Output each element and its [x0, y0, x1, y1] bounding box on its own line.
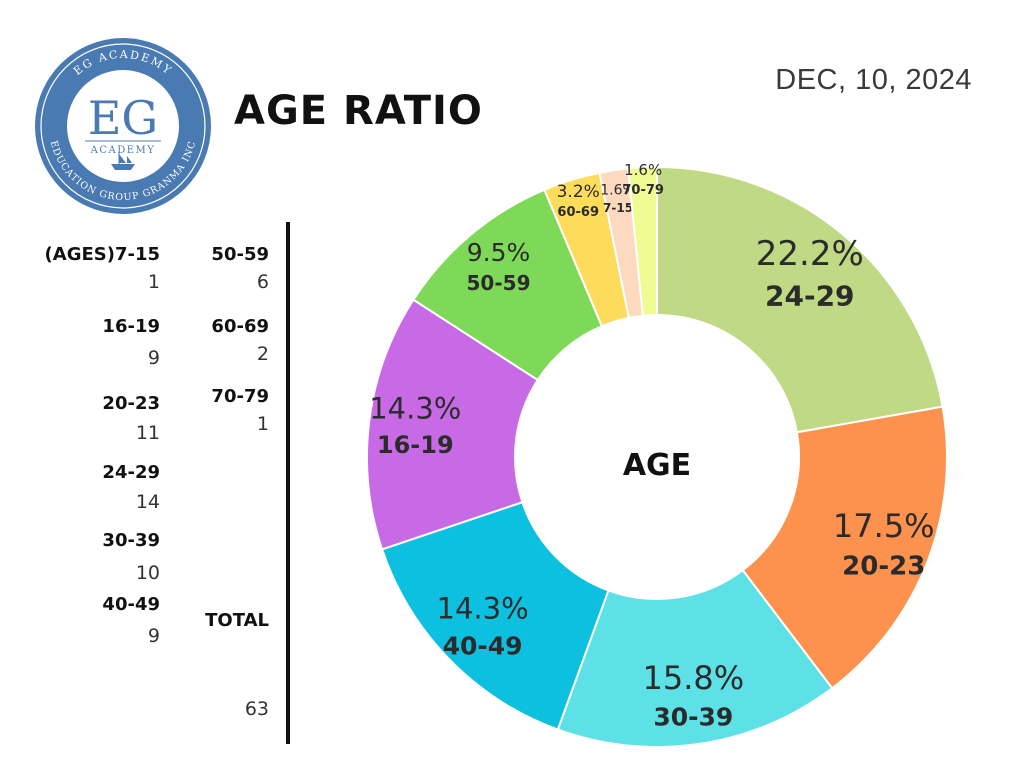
total-label: TOTAL	[205, 610, 269, 631]
count-label: 60-69	[211, 316, 269, 337]
slice-percent-label: 1.6%	[624, 161, 662, 179]
count-label: 16-19	[102, 316, 160, 337]
slice-age-label: 50-59	[467, 271, 531, 295]
counts-column-1: (AGES)7-15 1 16-19 9 20-23 11 24-29 14 3…	[0, 0, 160, 768]
report-date: DEC, 10, 2024	[775, 64, 972, 96]
logo-subtitle: ACADEMY	[90, 145, 156, 156]
donut-slice-24-29	[656, 165, 944, 434]
slice-age-label: 7-15	[603, 201, 633, 215]
total-value: 63	[244, 698, 269, 720]
count-value: 2	[256, 343, 269, 365]
slice-percent-label: 17.5%	[833, 507, 935, 545]
slice-age-label: 30-39	[653, 702, 733, 731]
slice-percent-label: 1.6%	[600, 182, 636, 198]
count-label: 24-29	[102, 462, 160, 483]
donut-slice-16-19	[366, 298, 540, 551]
column-divider	[286, 222, 290, 744]
count-label: (AGES)7-15	[44, 244, 160, 265]
slice-percent-label: 22.2%	[756, 234, 864, 274]
count-value: 9	[147, 625, 160, 647]
count-label: 30-39	[102, 530, 160, 551]
count-value: 1	[147, 271, 160, 293]
slice-percent-label: 14.3%	[437, 591, 529, 625]
slice-percent-label: 14.3%	[369, 391, 461, 425]
count-value: 10	[135, 562, 160, 584]
age-donut-chart: 22.2% 24-29 17.5% 20-23 15.8% 30-39 14.3% 40-49…	[366, 161, 948, 748]
count-label: 70-79	[211, 386, 269, 407]
count-value: 14	[135, 491, 160, 513]
count-label: 20-23	[102, 393, 160, 414]
donut-slice-30-39	[556, 568, 834, 748]
slice-age-label: 70-79	[622, 183, 664, 198]
donut-slice-20-23	[741, 405, 948, 690]
slice-percent-label: 15.8%	[642, 659, 744, 697]
donut-slice-40-49	[380, 500, 610, 731]
page-title: AGE RATIO	[234, 88, 483, 134]
slice-age-label: 20-23	[842, 552, 925, 582]
count-label: 40-49	[102, 594, 160, 615]
slice-age-label: 60-69	[557, 205, 599, 220]
logo-monogram: EG	[88, 91, 158, 145]
count-value: 11	[135, 422, 160, 444]
ship-icon	[111, 152, 135, 170]
count-value: 9	[147, 347, 160, 369]
slice-percent-label: 9.5%	[467, 238, 531, 267]
donut-slice-70-79	[627, 165, 658, 317]
slice-age-label: 40-49	[443, 632, 523, 661]
slice-percent-label: 3.2%	[557, 182, 600, 202]
eg-academy-logo: EG ACADEMY EDUCATION GROUP GRANMA INC EG…	[35, 38, 211, 214]
count-value: 1	[256, 413, 269, 435]
count-label: 50-59	[211, 244, 269, 265]
donut-center-label: AGE	[623, 448, 691, 483]
counts-column-2: 50-59 6 60-69 2 70-79 1 TOTAL 63	[160, 0, 269, 768]
slice-age-label: 16-19	[377, 431, 454, 459]
slice-age-label: 24-29	[765, 280, 855, 313]
count-value: 6	[256, 271, 269, 293]
